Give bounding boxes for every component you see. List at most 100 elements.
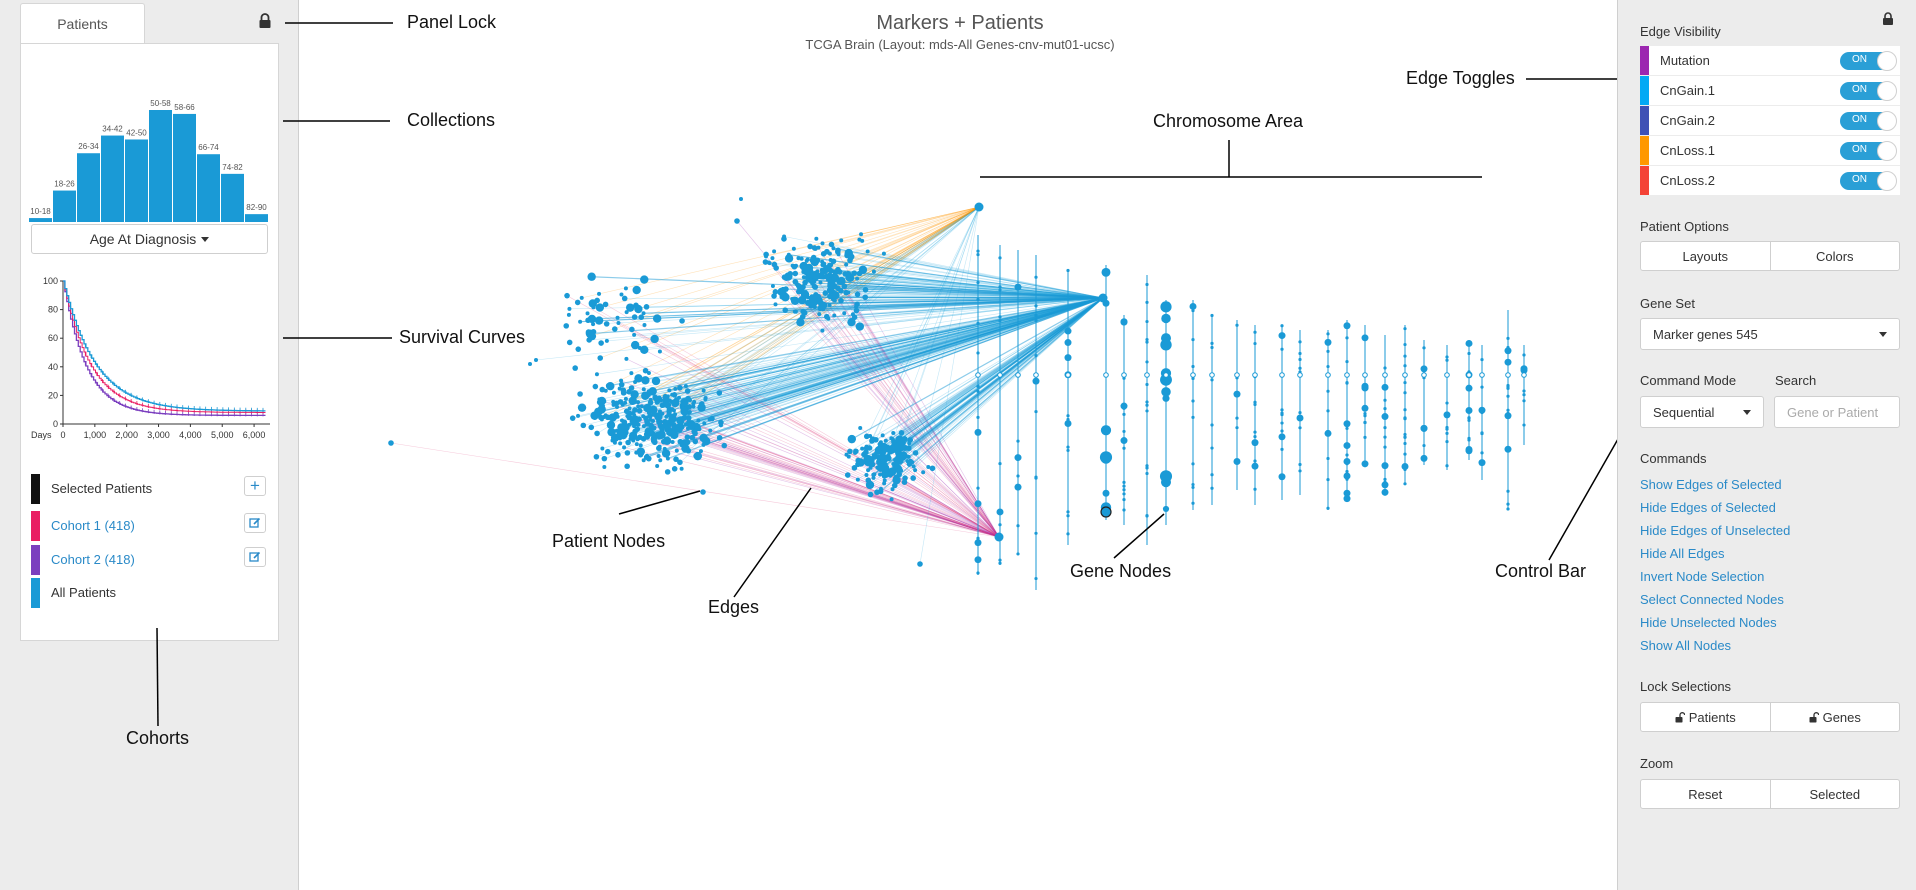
annotation-edge-toggles: Edge Toggles	[1406, 68, 1515, 88]
edge-label: CnLoss.2	[1660, 173, 1715, 188]
page-title: Markers + Patients	[876, 12, 1044, 34]
cohort-link-2[interactable]: Cohort 2 (418)	[51, 552, 135, 567]
command-hide-unselected-nodes[interactable]: Hide Unselected Nodes	[1640, 615, 1777, 630]
command-invert-node-selection[interactable]: Invert Node Selection	[1640, 569, 1765, 584]
histogram-bar-label: 58-66	[174, 103, 195, 112]
y-tick-label: 80	[48, 305, 58, 315]
histogram-bar-label: 42-50	[126, 128, 147, 137]
lock-genes-button[interactable]: Genes	[1769, 703, 1900, 731]
annotation-cohorts: Cohorts	[126, 728, 190, 748]
edge-toggle-switch[interactable]: ON	[1840, 171, 1897, 191]
toggle-state: ON	[1852, 144, 1867, 155]
command-hide-edges-of-unselected[interactable]: Hide Edges of Unselected	[1640, 523, 1791, 538]
edit-cohort-2-button[interactable]	[244, 547, 266, 567]
edge-toggle-row-cngain-2: CnGain.2 ON	[1640, 106, 1900, 136]
edit-icon	[249, 551, 261, 562]
cohort-color-swatch	[31, 545, 40, 575]
gene-set-select[interactable]: Marker genes 545	[1640, 318, 1900, 350]
edge-toggle-switch[interactable]: ON	[1840, 141, 1897, 161]
histogram-bar-label: 10-18	[30, 207, 51, 216]
patient-card: 10-18 18-26 26-34 34-42 42-50 50-58 58-66 66-74…	[20, 43, 279, 641]
histogram-bar	[149, 110, 172, 222]
patient-options-group: Layouts Colors	[1640, 241, 1900, 271]
command-show-edges-of-selected[interactable]: Show Edges of Selected	[1640, 477, 1782, 492]
zoom-selected-button[interactable]: Selected	[1769, 780, 1900, 808]
gene-nodes-layer	[974, 202, 1528, 590]
histogram-bar	[29, 218, 52, 222]
lock-selections-group: Patients Genes	[1640, 702, 1900, 732]
y-tick-label: 20	[48, 390, 58, 400]
toggle-knob	[1877, 81, 1897, 101]
histogram-bar-label: 66-74	[198, 143, 219, 152]
edge-toggle-row-cnloss-1: CnLoss.1 ON	[1640, 136, 1900, 166]
lock-patients-label: Patients	[1688, 709, 1736, 725]
histogram-bar	[173, 113, 196, 222]
lock-icon[interactable]	[1882, 12, 1894, 26]
toggle-knob	[1877, 51, 1897, 71]
edge-toggle-row-cnloss-2: CnLoss.2 ON	[1640, 166, 1900, 196]
lock-patients-button[interactable]: Patients	[1641, 703, 1770, 731]
cohort-row-1: Cohort 1 (418)	[31, 511, 271, 541]
edit-icon	[249, 517, 261, 528]
patient-options-heading: Patient Options	[1640, 219, 1729, 234]
edges-layer	[390, 206, 1104, 565]
edge-color-swatch	[1640, 76, 1649, 105]
edge-label: CnGain.1	[1660, 83, 1715, 98]
cohort-label: Selected Patients	[51, 481, 153, 496]
page-subtitle: TCGA Brain (Layout: mds-All Genes-cnv-mu…	[805, 37, 1115, 52]
lock-icon[interactable]	[258, 13, 272, 29]
toggle-state: ON	[1852, 174, 1867, 185]
x-tick-label: 1,000	[84, 430, 107, 440]
x-tick-label: 4,000	[179, 430, 202, 440]
toggle-state: ON	[1852, 84, 1867, 95]
annotation-patient-nodes: Patient Nodes	[552, 531, 666, 551]
edge-toggle-switch[interactable]: ON	[1840, 81, 1897, 101]
command-select-connected-nodes[interactable]: Select Connected Nodes	[1640, 592, 1784, 607]
edge-color-swatch	[1640, 46, 1649, 75]
histogram-bar	[245, 214, 268, 222]
histogram-field-label: Age At Diagnosis	[89, 231, 197, 247]
edge-toggle-switch[interactable]: ON	[1840, 51, 1897, 71]
chevron-down-icon	[1879, 332, 1887, 337]
edit-cohort-1-button[interactable]	[244, 513, 266, 533]
edge-toggle-switch[interactable]: ON	[1840, 111, 1897, 131]
network-graph[interactable]	[300, 0, 1616, 890]
y-tick-label: 0	[53, 419, 58, 429]
x-tick-label: 6,000	[243, 430, 266, 440]
cohort-label: All Patients	[51, 585, 117, 600]
command-hide-edges-of-selected[interactable]: Hide Edges of Selected	[1640, 500, 1776, 515]
annotation-chromosome-area: Chromosome Area	[1153, 111, 1304, 131]
layouts-button[interactable]: Layouts	[1682, 248, 1729, 264]
add-cohort-button[interactable]: +	[244, 476, 266, 496]
gene-set-heading: Gene Set	[1640, 296, 1695, 311]
command-mode-select[interactable]: Sequential	[1640, 396, 1764, 428]
histogram-bar-label: 26-34	[78, 142, 99, 151]
histogram-bar-label: 82-90	[246, 203, 267, 212]
x-tick-label: 2,000	[115, 430, 138, 440]
histogram-bar-label: 18-26	[54, 180, 75, 189]
command-show-all-nodes[interactable]: Show All Nodes	[1640, 638, 1732, 653]
histogram-field-select[interactable]: Age At Diagnosis	[31, 224, 268, 254]
lock-genes-label: Genes	[1822, 709, 1861, 725]
search-input[interactable]	[1774, 396, 1900, 428]
x-tick-label: 5,000	[211, 430, 234, 440]
zoom-heading: Zoom	[1640, 756, 1674, 771]
hub-gene-node	[1098, 293, 1108, 303]
annotation-edges: Edges	[708, 597, 760, 617]
annotation-survival-curves: Survival Curves	[399, 327, 526, 347]
x-tick-label: 0	[60, 430, 65, 440]
survival-chart: 0 20 40 60 80 100 0 1,000 2,000 3,000 4,000 5,000 6,…	[31, 276, 270, 440]
main-canvas[interactable]: Markers + Patients TCGA Brain (Layout: m…	[300, 0, 1616, 890]
colors-button[interactable]: Colors	[1769, 242, 1900, 270]
toggle-knob	[1877, 111, 1897, 131]
zoom-reset-button[interactable]: Reset	[1688, 786, 1723, 802]
unlock-icon	[1809, 711, 1819, 722]
tab-patients[interactable]: Patients	[20, 3, 145, 43]
command-hide-all-edges[interactable]: Hide All Edges	[1640, 546, 1725, 561]
histogram-bar	[77, 153, 100, 222]
cohort-link-1[interactable]: Cohort 1 (418)	[51, 518, 135, 533]
cohort-row-all: All Patients	[31, 578, 271, 608]
histogram-bar	[53, 190, 76, 222]
annotation-panel-lock: Panel Lock	[407, 12, 497, 32]
